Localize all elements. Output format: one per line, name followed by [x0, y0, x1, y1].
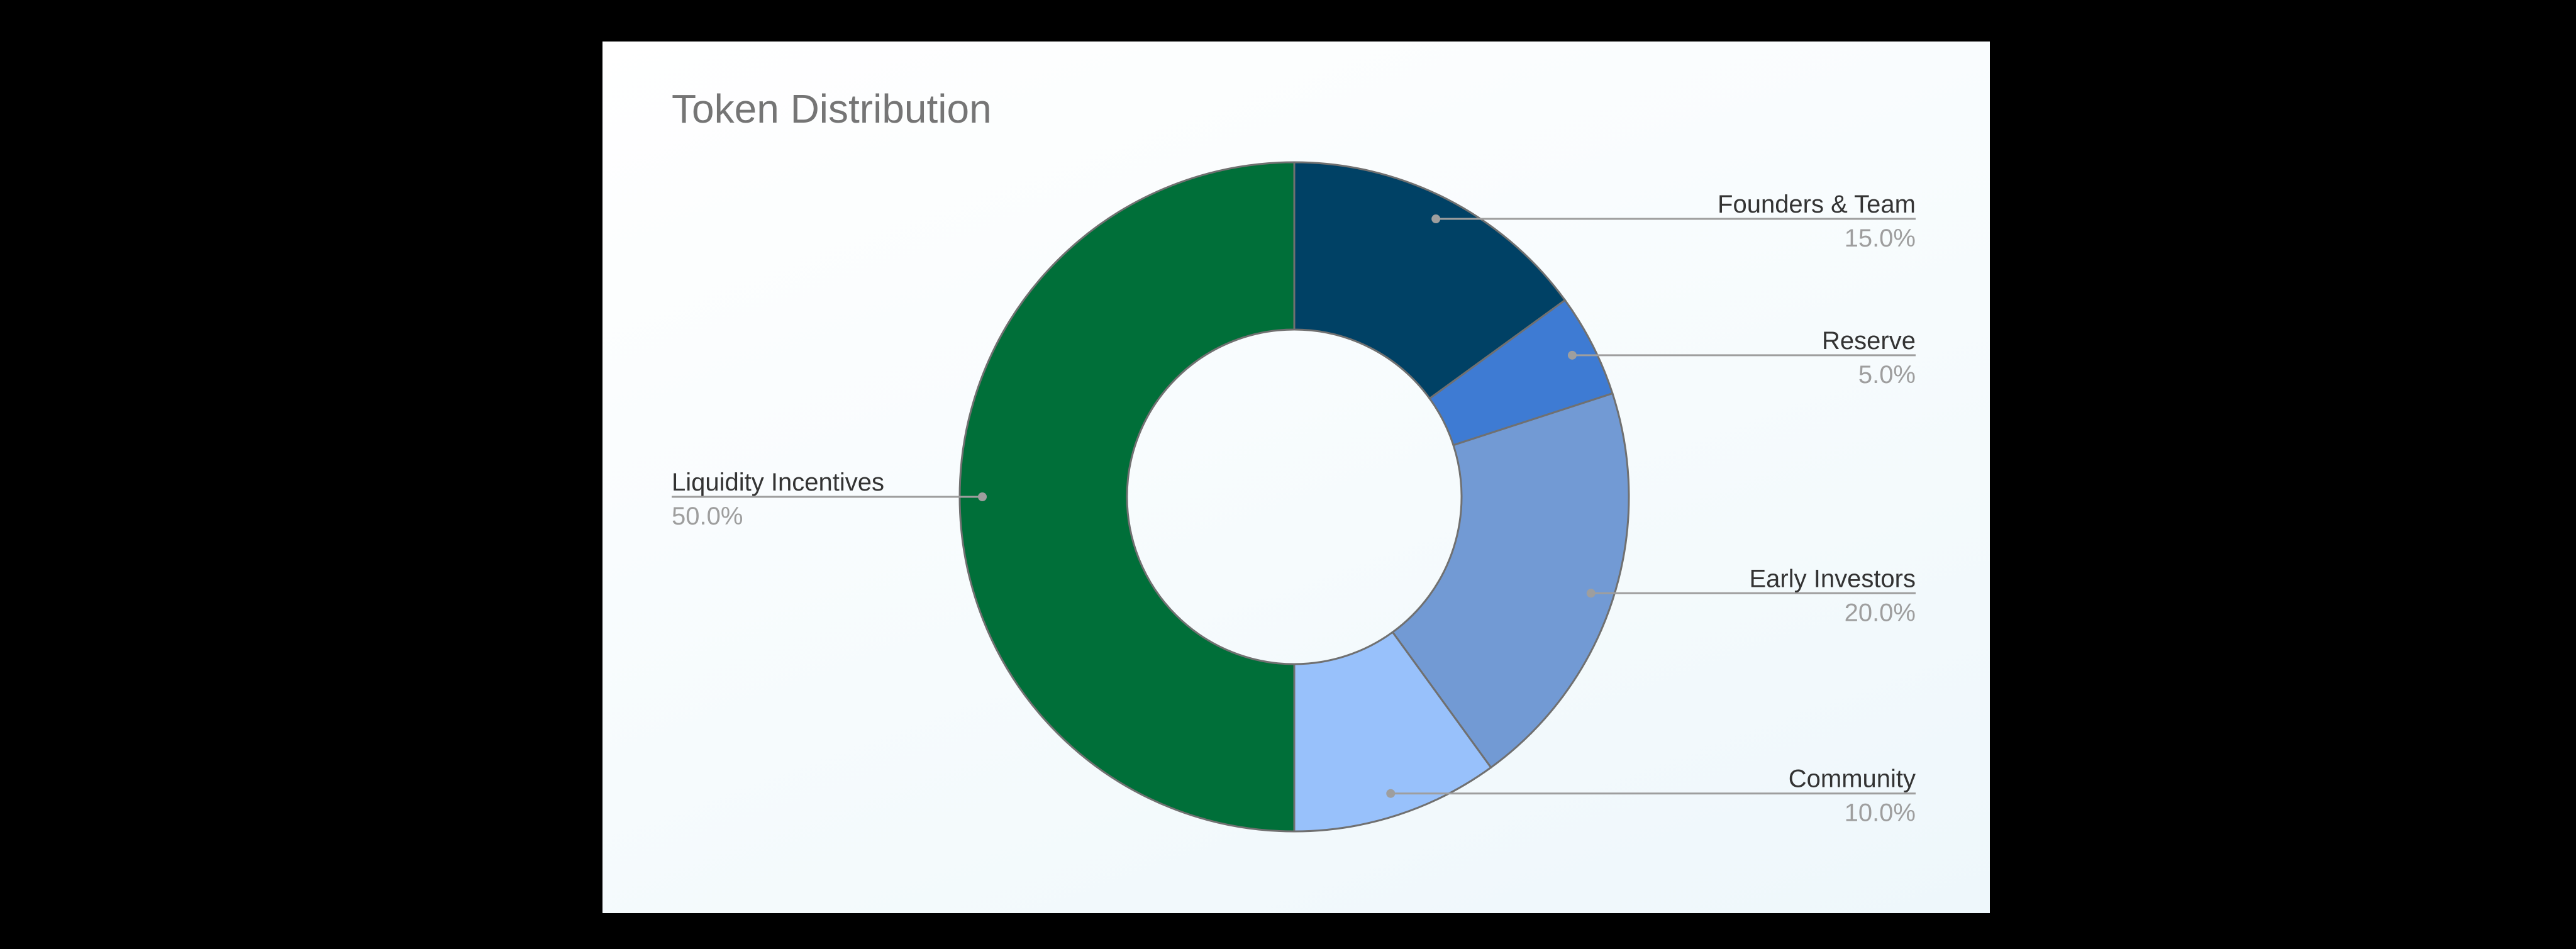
slice-community[interactable]: [1293, 631, 1492, 833]
slice-label-reserve: Reserve: [1822, 327, 1916, 355]
leader-dot-community: [1386, 789, 1396, 798]
leader-dot-early-investors: [1586, 589, 1596, 598]
leader-dot-reserve: [1567, 350, 1577, 360]
slice-value-early-investors: 20.0%: [1845, 599, 1916, 626]
donut-chart: Founders & Team 15.0% Reserve 5.0% Early Inv…: [672, 161, 1916, 833]
leader-dot-founders-team: [1431, 214, 1441, 224]
slice-liquidity-incentives[interactable]: [958, 161, 1296, 833]
slice-label-community: Community: [1789, 765, 1916, 793]
slice-value-founders-team: 15.0%: [1845, 225, 1916, 252]
leader-dot-liquidity-incentives: [978, 492, 987, 501]
slice-label-liquidity-incentives: Liquidity Incentives: [672, 469, 884, 496]
slice-value-community: 10.0%: [1845, 799, 1916, 827]
slice-early-investors[interactable]: [1391, 392, 1630, 769]
slices-group: [958, 161, 1630, 833]
chart-card: Token Distribution Founders & Team 15.0% R…: [602, 42, 1990, 913]
labels-group: Founders & Team 15.0% Reserve 5.0% Early Inv…: [672, 191, 1916, 827]
slice-value-reserve: 5.0%: [1858, 361, 1916, 389]
chart-title: Token Distribution: [672, 86, 992, 131]
slice-founders-team[interactable]: [1293, 161, 1567, 400]
slice-label-early-investors: Early Investors: [1749, 565, 1916, 592]
slice-value-liquidity-incentives: 50.0%: [672, 502, 743, 530]
slice-label-founders-team: Founders & Team: [1718, 191, 1916, 218]
